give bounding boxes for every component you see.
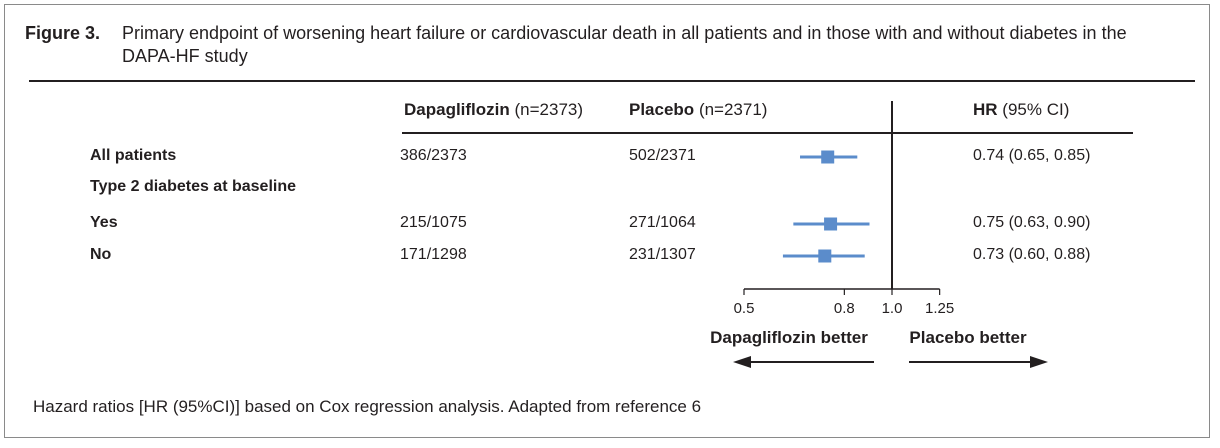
placebo-events-no: 231/1307	[629, 246, 696, 263]
placebo-header-n: (n=2371)	[698, 100, 768, 119]
right-direction-label: Placebo better	[909, 328, 1027, 347]
figure-caption: Figure 3. Primary endpoint of worsening …	[25, 22, 1145, 68]
x-tick-label: 0.8	[834, 300, 855, 317]
figure-title: Primary endpoint of worsening heart fail…	[122, 23, 1127, 66]
forest-plot: 0.5 0.8 1.0 1.25 Dapagliflozin better Placebo…	[710, 101, 1048, 368]
dapa-events-yes: 215/1075	[400, 214, 467, 231]
hr-column-header: HR (95% CI)	[973, 100, 1069, 120]
hr-marker-yes	[824, 217, 838, 231]
dapa-events-no: 171/1298	[400, 246, 467, 263]
figure-panel: Figure 3. Primary endpoint of worsening …	[4, 4, 1210, 438]
placebo-events-all-patients: 502/2371	[629, 147, 696, 164]
dapagliflozin-column-header: Dapagliflozin (n=2373)	[404, 100, 583, 120]
x-tick-label: 0.5	[734, 300, 755, 317]
row-label-yes: Yes	[90, 214, 118, 231]
placebo-column-header: Placebo (n=2371)	[629, 100, 767, 120]
top-rule	[29, 80, 1195, 82]
hr-text-yes: 0.75 (0.63, 0.90)	[973, 214, 1091, 231]
row-label-all-patients: All patients	[90, 147, 177, 164]
x-tick-label: 1.25	[925, 300, 954, 317]
footnote: Hazard ratios [HR (95%CI)] based on Cox …	[33, 397, 702, 416]
x-tick-label: 1.0	[882, 300, 903, 317]
hr-text-all-patients: 0.74 (0.65, 0.85)	[973, 147, 1091, 164]
figure-label: Figure 3.	[25, 23, 101, 43]
placebo-header-label: Placebo	[629, 100, 695, 119]
row-label-no: No	[90, 246, 112, 263]
hr-marker-all-patients	[821, 150, 835, 164]
dapagliflozin-header-n: (n=2373)	[514, 100, 584, 119]
hr-header-ci: (95% CI)	[1002, 100, 1070, 119]
placebo-events-yes: 271/1064	[629, 214, 696, 231]
hr-header-label: HR	[973, 100, 998, 119]
right-arrow-head	[1030, 356, 1048, 368]
hr-text-no: 0.73 (0.60, 0.88)	[973, 246, 1091, 263]
dapagliflozin-header-label: Dapagliflozin	[404, 100, 510, 119]
hr-marker-no	[818, 249, 832, 263]
subgroup-header-diabetes: Type 2 diabetes at baseline	[90, 178, 297, 195]
left-direction-label: Dapagliflozin better	[710, 328, 868, 347]
dapa-events-all-patients: 386/2373	[400, 147, 467, 164]
left-arrow-head	[733, 356, 751, 368]
header-rule	[402, 132, 1133, 134]
